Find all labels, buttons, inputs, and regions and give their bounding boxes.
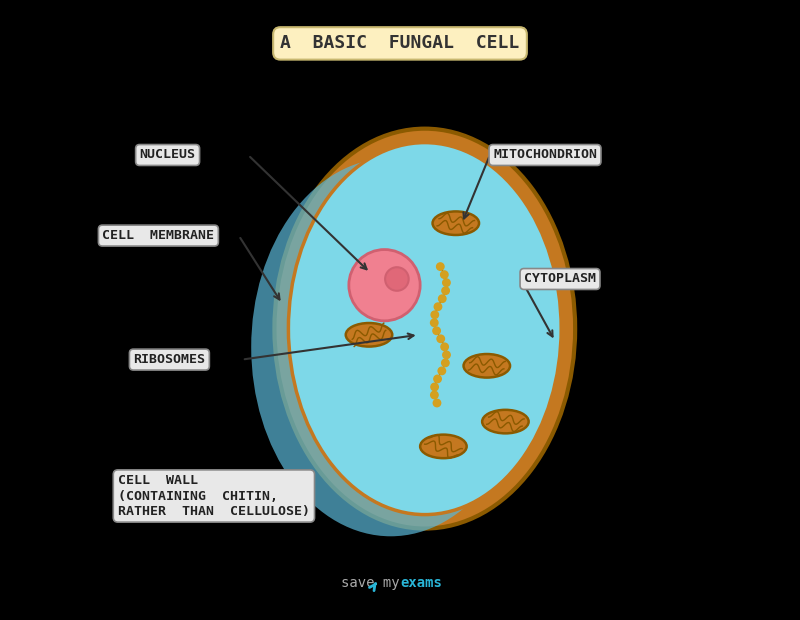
Circle shape [434,375,442,383]
Ellipse shape [251,158,530,536]
Circle shape [434,303,442,311]
Text: CYTOPLASM: CYTOPLASM [524,273,596,285]
Text: save my: save my [342,576,400,590]
Circle shape [430,319,438,327]
Circle shape [441,271,448,278]
Circle shape [437,335,445,342]
Circle shape [438,367,446,374]
Text: CELL  WALL
(CONTAINING  CHITIN,
RATHER  THAN  CELLULOSE): CELL WALL (CONTAINING CHITIN, RATHER THA… [118,474,310,518]
Ellipse shape [463,354,510,378]
Circle shape [433,327,440,335]
Circle shape [437,263,444,270]
Text: NUCLEUS: NUCLEUS [139,149,195,161]
Text: exams: exams [400,576,442,590]
Ellipse shape [274,129,575,528]
Ellipse shape [433,211,479,235]
Circle shape [442,359,449,366]
Ellipse shape [346,323,392,347]
Ellipse shape [349,249,420,321]
Circle shape [442,351,450,358]
Text: RIBOSOMES: RIBOSOMES [134,353,206,366]
Text: MITOCHONDRION: MITOCHONDRION [493,149,597,161]
Ellipse shape [288,143,562,515]
Circle shape [438,295,446,303]
Circle shape [430,391,438,399]
Ellipse shape [385,267,409,291]
Circle shape [442,287,450,294]
Text: CELL  MEMBRANE: CELL MEMBRANE [102,229,214,242]
Circle shape [431,383,438,391]
Text: A  BASIC  FUNGAL  CELL: A BASIC FUNGAL CELL [280,34,520,53]
Circle shape [441,343,448,350]
Circle shape [434,399,441,407]
Circle shape [431,311,438,319]
Ellipse shape [420,435,466,458]
Circle shape [442,279,450,286]
Ellipse shape [482,410,529,433]
